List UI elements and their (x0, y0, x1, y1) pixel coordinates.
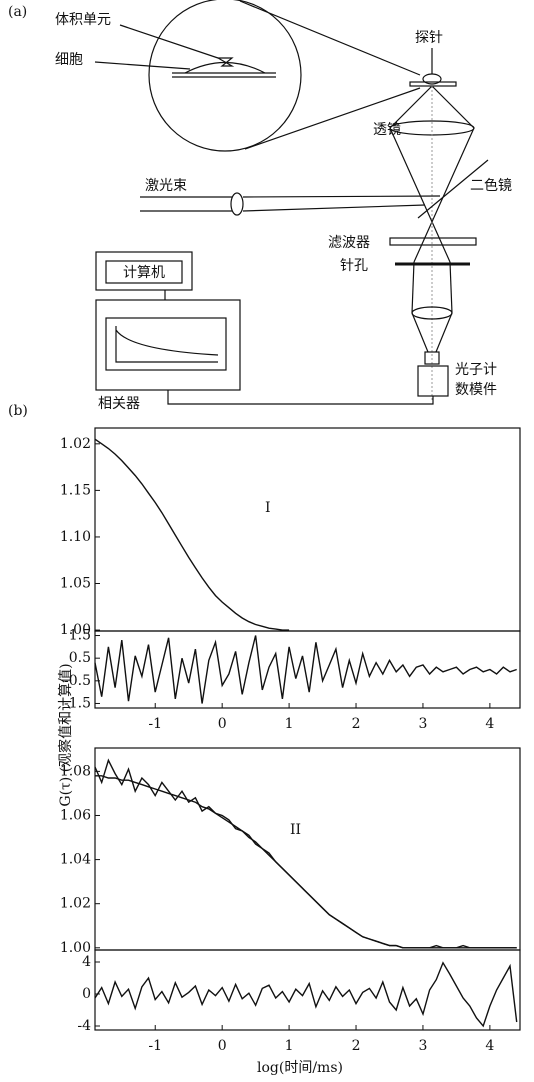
label: 二色镜 (470, 177, 512, 194)
y-tick-label: 1.06 (60, 807, 91, 823)
ray (435, 312, 453, 353)
y-tick-label: 0.5 (69, 650, 91, 666)
beam (242, 204, 426, 212)
y-tick-label: 1.00 (60, 622, 91, 638)
x-axis-label: log(时间/ms) (257, 1060, 343, 1076)
data-line (94, 635, 517, 704)
x-tick-label: 2 (352, 1038, 361, 1054)
label: 体积单元 (55, 12, 111, 28)
x-tick-label: 3 (418, 716, 427, 732)
x-tick-label: 0 (218, 716, 227, 732)
stage (409, 81, 457, 87)
x-tick-label: 1 (285, 716, 294, 732)
zoom-circle (148, 0, 302, 152)
correlator-screen (105, 317, 227, 371)
y-tick-label: 1.08 (60, 763, 91, 779)
y-tick-label: 0 (82, 986, 91, 1002)
data-line (94, 961, 518, 1028)
detector (424, 351, 440, 365)
y-tick-label: -1.5 (64, 695, 91, 711)
plot-frame (94, 949, 521, 1031)
ray (431, 85, 475, 129)
pointer (119, 24, 219, 59)
x-tick-label: 0 (218, 1038, 227, 1054)
label: 光子计 (455, 362, 497, 378)
data-line (94, 758, 517, 949)
zoom-line (239, 0, 421, 76)
y-axis-label: G(τ) (观察值和计算值) (57, 663, 74, 806)
volume-unit (215, 57, 235, 67)
correlator-box (95, 299, 241, 391)
label: 相关器 (98, 396, 140, 412)
decay-curve (115, 326, 219, 363)
x-tick-label: 4 (485, 716, 494, 732)
panel-label: (a) (8, 4, 27, 20)
ray (411, 312, 429, 353)
computer-box (95, 251, 193, 291)
zoom-line (244, 87, 421, 150)
plot-frame (94, 747, 521, 951)
y-tick-label: 1.05 (60, 576, 91, 592)
probe (422, 73, 442, 85)
lens (411, 306, 453, 320)
ray (411, 261, 415, 314)
y-tick-label: 1.02 (60, 896, 91, 912)
filter (389, 237, 477, 246)
y-tick-label: -0.5 (64, 673, 91, 689)
pointer (94, 61, 191, 70)
x-tick-label: -1 (148, 716, 162, 732)
x-tick-label: 1 (285, 1038, 294, 1054)
x-tick-label: 4 (485, 1038, 494, 1054)
label: 细胞 (55, 52, 83, 68)
label: 探针 (415, 30, 443, 46)
y-tick-label: -4 (77, 1018, 91, 1034)
label: 数模件 (455, 382, 497, 398)
panel-label: (b) (8, 403, 28, 419)
panel-annotation: II (290, 822, 301, 838)
plot-frame (94, 427, 521, 632)
y-tick-label: 4 (82, 954, 91, 970)
lens (230, 192, 244, 216)
y-tick-label: 1.5 (69, 628, 91, 644)
ray (413, 127, 475, 263)
label: 针孔 (340, 258, 368, 274)
x-tick-label: 3 (418, 1038, 427, 1054)
ray (389, 127, 451, 263)
ray (389, 85, 433, 129)
label: 滤波器 (328, 235, 370, 251)
panel-annotation: I (265, 500, 271, 516)
y-tick-label: 1.02 (60, 436, 91, 452)
connector (167, 390, 434, 405)
label: 计算机 (123, 265, 165, 281)
y-tick-label: 1.10 (60, 529, 91, 545)
detector-box (417, 365, 449, 397)
data-line (95, 775, 517, 949)
y-tick-label: 1.04 (60, 852, 91, 868)
label: 激光束 (145, 177, 187, 194)
y-tick-label: 1.15 (60, 482, 91, 498)
y-tick-label: 1.00 (60, 940, 91, 956)
x-tick-label: -1 (148, 1038, 162, 1054)
ray (449, 261, 453, 314)
x-tick-label: 2 (352, 716, 361, 732)
computer-screen (105, 260, 183, 284)
beam (242, 195, 441, 198)
diagram: 体积单元 细胞 探针 透镜 二色镜 激光束 滤波器 针孔 光子计 数模件 (55, 0, 512, 412)
label: 透镜 (373, 122, 401, 138)
dichroic-mirror (417, 159, 489, 219)
data-line (94, 438, 290, 631)
plot-frame (94, 630, 521, 709)
